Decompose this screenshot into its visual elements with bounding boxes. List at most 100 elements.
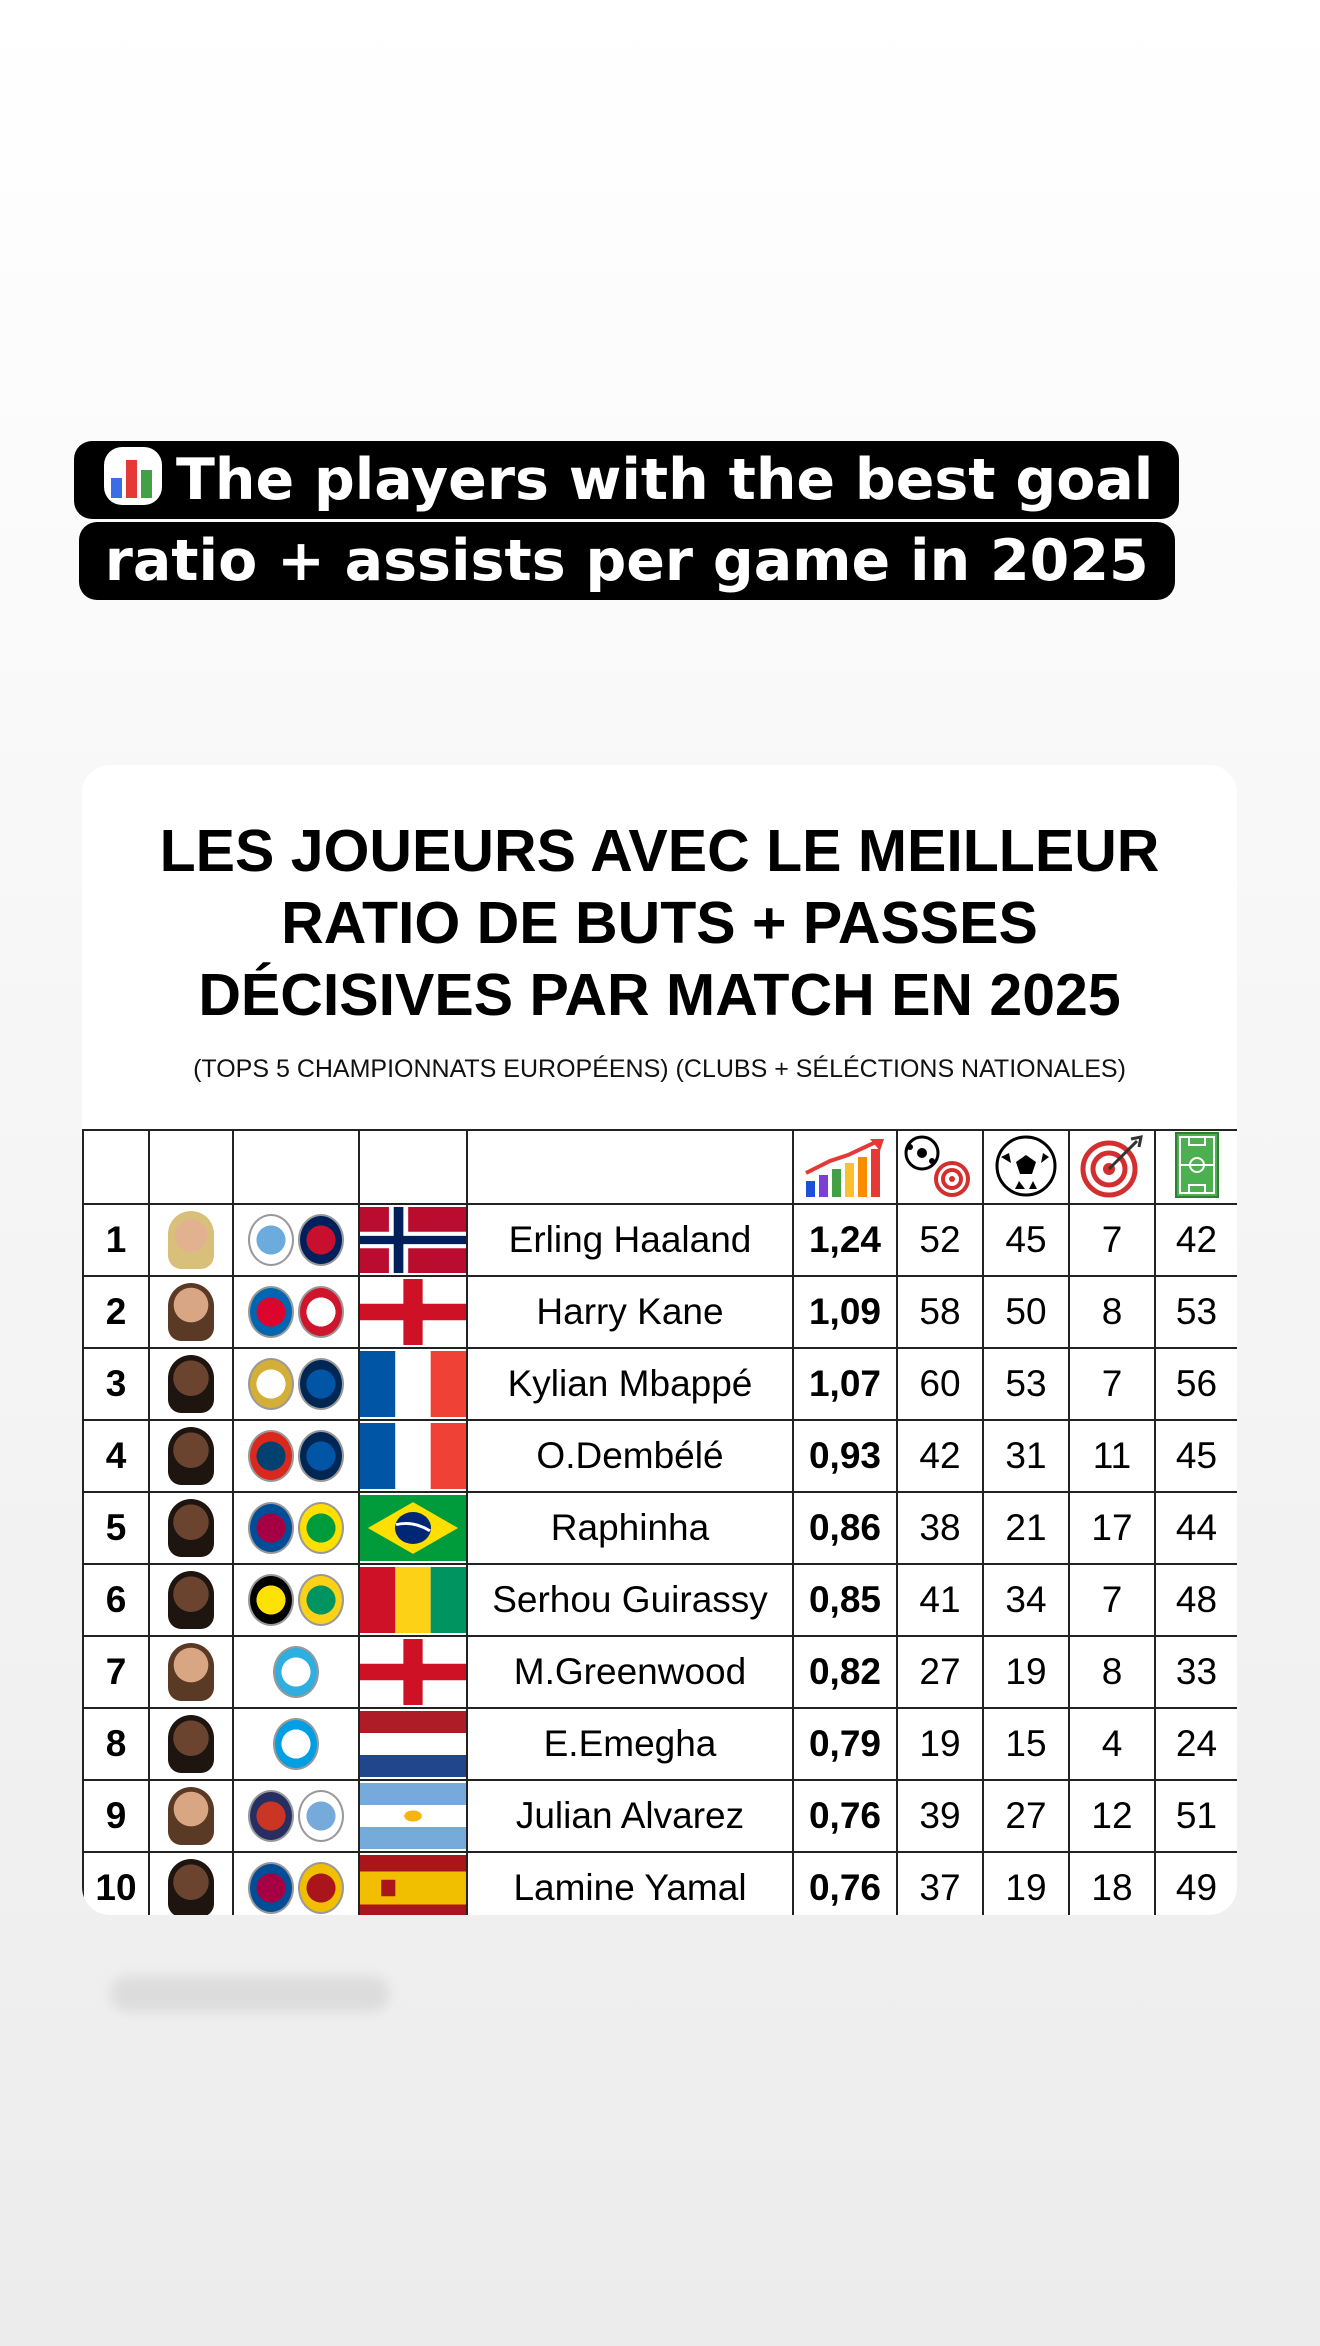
header-name — [466, 1129, 794, 1205]
club-badges-cell — [232, 1851, 360, 1915]
header-goals-assists — [896, 1129, 984, 1205]
ratio-cell: 1,07 — [792, 1347, 898, 1421]
goals-assists-cell: 37 — [896, 1851, 984, 1915]
rank-cell: 7 — [82, 1635, 150, 1709]
rank-cell: 2 — [82, 1275, 150, 1349]
matches-cell: 53 — [1154, 1275, 1237, 1349]
player-name: Julian Alvarez — [466, 1779, 794, 1853]
goals-cell: 21 — [982, 1491, 1070, 1565]
table-row: 10 Lamine Yamal 0,76 37 19 18 49 — [82, 1851, 1237, 1915]
national-flag — [358, 1275, 468, 1349]
goals-assists-cell: 52 — [896, 1203, 984, 1277]
story-caption: The players with the best goal ratio + a… — [74, 440, 1180, 602]
national-team-crest-icon — [298, 1862, 344, 1914]
player-name: O.Dembélé — [466, 1419, 794, 1493]
player-photo — [148, 1779, 234, 1853]
goals-assists-cell: 27 — [896, 1635, 984, 1709]
ratio-cell: 0,76 — [792, 1851, 898, 1915]
matches-cell: 49 — [1154, 1851, 1237, 1915]
club-crest-icon — [248, 1790, 294, 1842]
club-badges-cell — [232, 1491, 360, 1565]
club-badges-cell — [232, 1347, 360, 1421]
header-matches — [1154, 1129, 1237, 1205]
national-flag — [358, 1635, 468, 1709]
header-goals — [982, 1129, 1070, 1205]
assists-cell: 7 — [1068, 1203, 1156, 1277]
table-row: 1 Erling Haaland 1,24 52 45 7 42 — [82, 1203, 1237, 1277]
avatar — [168, 1355, 214, 1413]
header-club — [232, 1129, 360, 1205]
table-row: 2 Harry Kane 1,09 58 50 8 53 — [82, 1275, 1237, 1349]
target-icon — [1080, 1135, 1143, 1198]
national-team-crest-icon — [298, 1286, 344, 1338]
matches-cell: 51 — [1154, 1779, 1237, 1853]
assists-cell: 18 — [1068, 1851, 1156, 1915]
club-crest-icon — [248, 1502, 294, 1554]
club-badges-cell — [232, 1779, 360, 1853]
national-flag — [358, 1491, 468, 1565]
ratio-cell: 1,09 — [792, 1275, 898, 1349]
assists-cell: 8 — [1068, 1635, 1156, 1709]
header-photo — [148, 1129, 234, 1205]
national-flag — [358, 1563, 468, 1637]
ratio-cell: 0,82 — [792, 1635, 898, 1709]
assists-cell: 11 — [1068, 1419, 1156, 1493]
avatar — [168, 1283, 214, 1341]
rank-cell: 10 — [82, 1851, 150, 1915]
bar-chart-icon — [104, 447, 162, 505]
national-team-crest-icon — [298, 1502, 344, 1554]
rank-cell: 6 — [82, 1563, 150, 1637]
player-name: Lamine Yamal — [466, 1851, 794, 1915]
club-crest-icon — [248, 1430, 294, 1482]
club-badges-cell — [232, 1707, 360, 1781]
avatar — [168, 1427, 214, 1485]
national-flag — [358, 1419, 468, 1493]
rank-cell: 4 — [82, 1419, 150, 1493]
rank-cell: 1 — [82, 1203, 150, 1277]
national-flag — [358, 1347, 468, 1421]
club-crest-icon — [248, 1574, 294, 1626]
national-flag — [358, 1707, 468, 1781]
goals-assists-cell: 60 — [896, 1347, 984, 1421]
assists-cell: 7 — [1068, 1563, 1156, 1637]
national-team-crest-icon — [298, 1430, 344, 1482]
avatar — [168, 1571, 214, 1629]
rank-cell: 5 — [82, 1491, 150, 1565]
national-team-crest-icon — [298, 1358, 344, 1410]
goals-assists-cell: 58 — [896, 1275, 984, 1349]
table-row: 3 Kylian Mbappé 1,07 60 53 7 56 — [82, 1347, 1237, 1421]
assists-cell: 7 — [1068, 1347, 1156, 1421]
ranking-table: 1 Erling Haaland 1,24 52 45 7 42 2 Harry Kane 1,0… — [82, 1129, 1237, 1915]
matches-cell: 42 — [1154, 1203, 1237, 1277]
club-badges-cell — [232, 1635, 360, 1709]
blurred-username — [110, 1976, 390, 2012]
goals-cell: 53 — [982, 1347, 1070, 1421]
title-line-1: LES JOUEURS AVEC LE MEILLEUR — [159, 818, 1160, 884]
matches-cell: 44 — [1154, 1491, 1237, 1565]
header-ratio — [792, 1129, 898, 1205]
player-name: Erling Haaland — [466, 1203, 794, 1277]
goals-assists-cell: 38 — [896, 1491, 984, 1565]
goals-assists-cell: 39 — [896, 1779, 984, 1853]
national-team-crest-icon — [298, 1574, 344, 1626]
avatar — [168, 1787, 214, 1845]
avatar — [168, 1643, 214, 1701]
rank-cell: 8 — [82, 1707, 150, 1781]
matches-cell: 48 — [1154, 1563, 1237, 1637]
football-icon — [995, 1135, 1057, 1197]
header-assists — [1068, 1129, 1156, 1205]
player-name: Kylian Mbappé — [466, 1347, 794, 1421]
ratio-cell: 0,85 — [792, 1563, 898, 1637]
club-crest-icon — [273, 1718, 319, 1770]
club-badges-cell — [232, 1563, 360, 1637]
table-row: 8 E.Emegha 0,79 19 15 4 24 — [82, 1707, 1237, 1781]
player-photo — [148, 1563, 234, 1637]
goals-assists-cell: 42 — [896, 1419, 984, 1493]
avatar — [168, 1211, 214, 1269]
table-row: 5 Raphinha 0,86 38 21 17 44 — [82, 1491, 1237, 1565]
avatar — [168, 1715, 214, 1773]
player-photo — [148, 1851, 234, 1915]
goals-assists-cell: 41 — [896, 1563, 984, 1637]
goals-cell: 34 — [982, 1563, 1070, 1637]
ratio-cell: 0,76 — [792, 1779, 898, 1853]
